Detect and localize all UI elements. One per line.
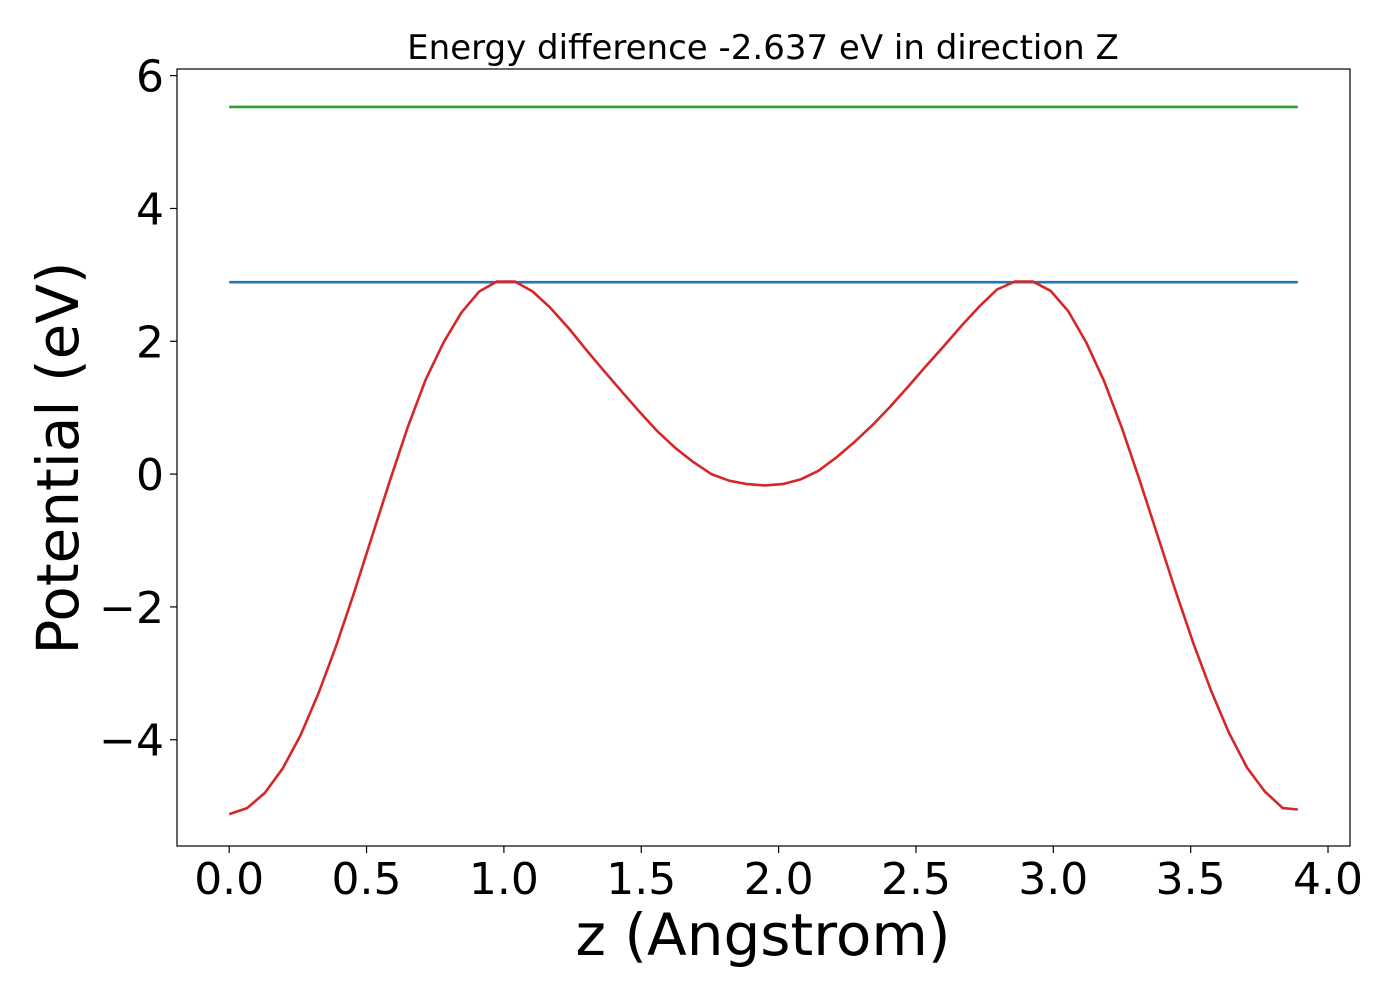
x-tick-label: 1.0 xyxy=(469,854,539,905)
x-tick-label: 3.5 xyxy=(1156,854,1226,905)
x-tick-label: 3.0 xyxy=(1018,854,1088,905)
x-axis: 0.0 0.5 1.0 1.5 2.0 2.5 3.0 3.5 4.0 xyxy=(194,846,1363,905)
y-axis-label: Potential (eV) xyxy=(24,261,92,654)
y-tick-label: 6 xyxy=(136,52,164,103)
x-tick-label: 2.5 xyxy=(881,854,951,905)
x-tick-label: 0.5 xyxy=(332,854,402,905)
y-tick-label: −2 xyxy=(99,583,164,634)
series-layer xyxy=(228,105,1298,816)
plot-frame xyxy=(176,68,1351,847)
y-tick-label: 0 xyxy=(136,450,164,501)
series-line-2 xyxy=(228,280,1298,816)
x-tick-label: 1.5 xyxy=(606,854,676,905)
x-tick-label: 4.0 xyxy=(1293,854,1363,905)
y-tick-label: 2 xyxy=(136,317,164,368)
y-tick-label: −4 xyxy=(99,716,164,767)
x-tick-label: 0.0 xyxy=(194,854,264,905)
x-axis-label: z (Angstrom) xyxy=(576,901,951,969)
y-tick-label: 4 xyxy=(136,184,164,235)
y-axis: −4 −2 0 2 4 6 xyxy=(99,52,177,767)
chart-title: Energy difference -2.637 eV in direction… xyxy=(407,28,1119,68)
x-tick-label: 2.0 xyxy=(744,854,814,905)
